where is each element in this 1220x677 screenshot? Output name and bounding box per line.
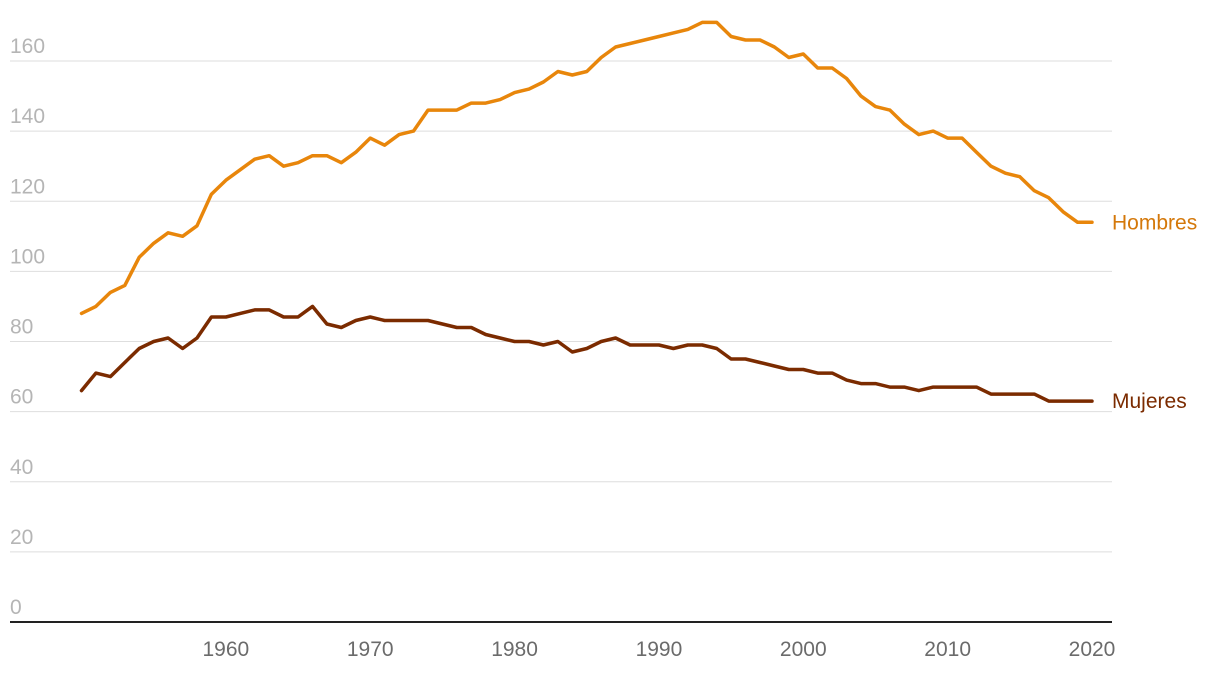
x-tick-label-2010: 2010	[924, 638, 971, 661]
x-tick-label-2020: 2020	[1069, 638, 1116, 661]
y-tick-label-20: 20	[10, 526, 33, 549]
y-tick-label-140: 140	[10, 105, 45, 128]
x-tick-label-1980: 1980	[491, 638, 538, 661]
gridlines	[10, 60, 1112, 553]
y-axis-ticks: 0 20 40 60 80 100 120 140 160	[10, 35, 45, 619]
y-tick-label-100: 100	[10, 245, 45, 268]
series-lines	[79, 20, 1094, 403]
x-tick-label-1990: 1990	[636, 638, 683, 661]
series-labels: Hombres Mujeres	[1112, 211, 1197, 413]
x-axis-ticks: 1960 1970 1980 1990 2000 2010 2020	[202, 638, 1115, 661]
series-label-mujeres: Mujeres	[1112, 390, 1187, 413]
y-tick-label-40: 40	[10, 456, 33, 479]
y-tick-label-80: 80	[10, 316, 33, 339]
y-tick-label-60: 60	[10, 386, 33, 409]
y-tick-label-120: 120	[10, 175, 45, 198]
y-tick-label-160: 160	[10, 35, 45, 58]
series-line-hombres	[79, 20, 1094, 316]
series-line-mujeres	[79, 304, 1094, 403]
series-label-hombres: Hombres	[1112, 211, 1197, 234]
y-tick-label-0: 0	[10, 596, 22, 619]
x-tick-label-1960: 1960	[202, 638, 249, 661]
x-tick-label-2000: 2000	[780, 638, 827, 661]
x-tick-label-1970: 1970	[347, 638, 394, 661]
